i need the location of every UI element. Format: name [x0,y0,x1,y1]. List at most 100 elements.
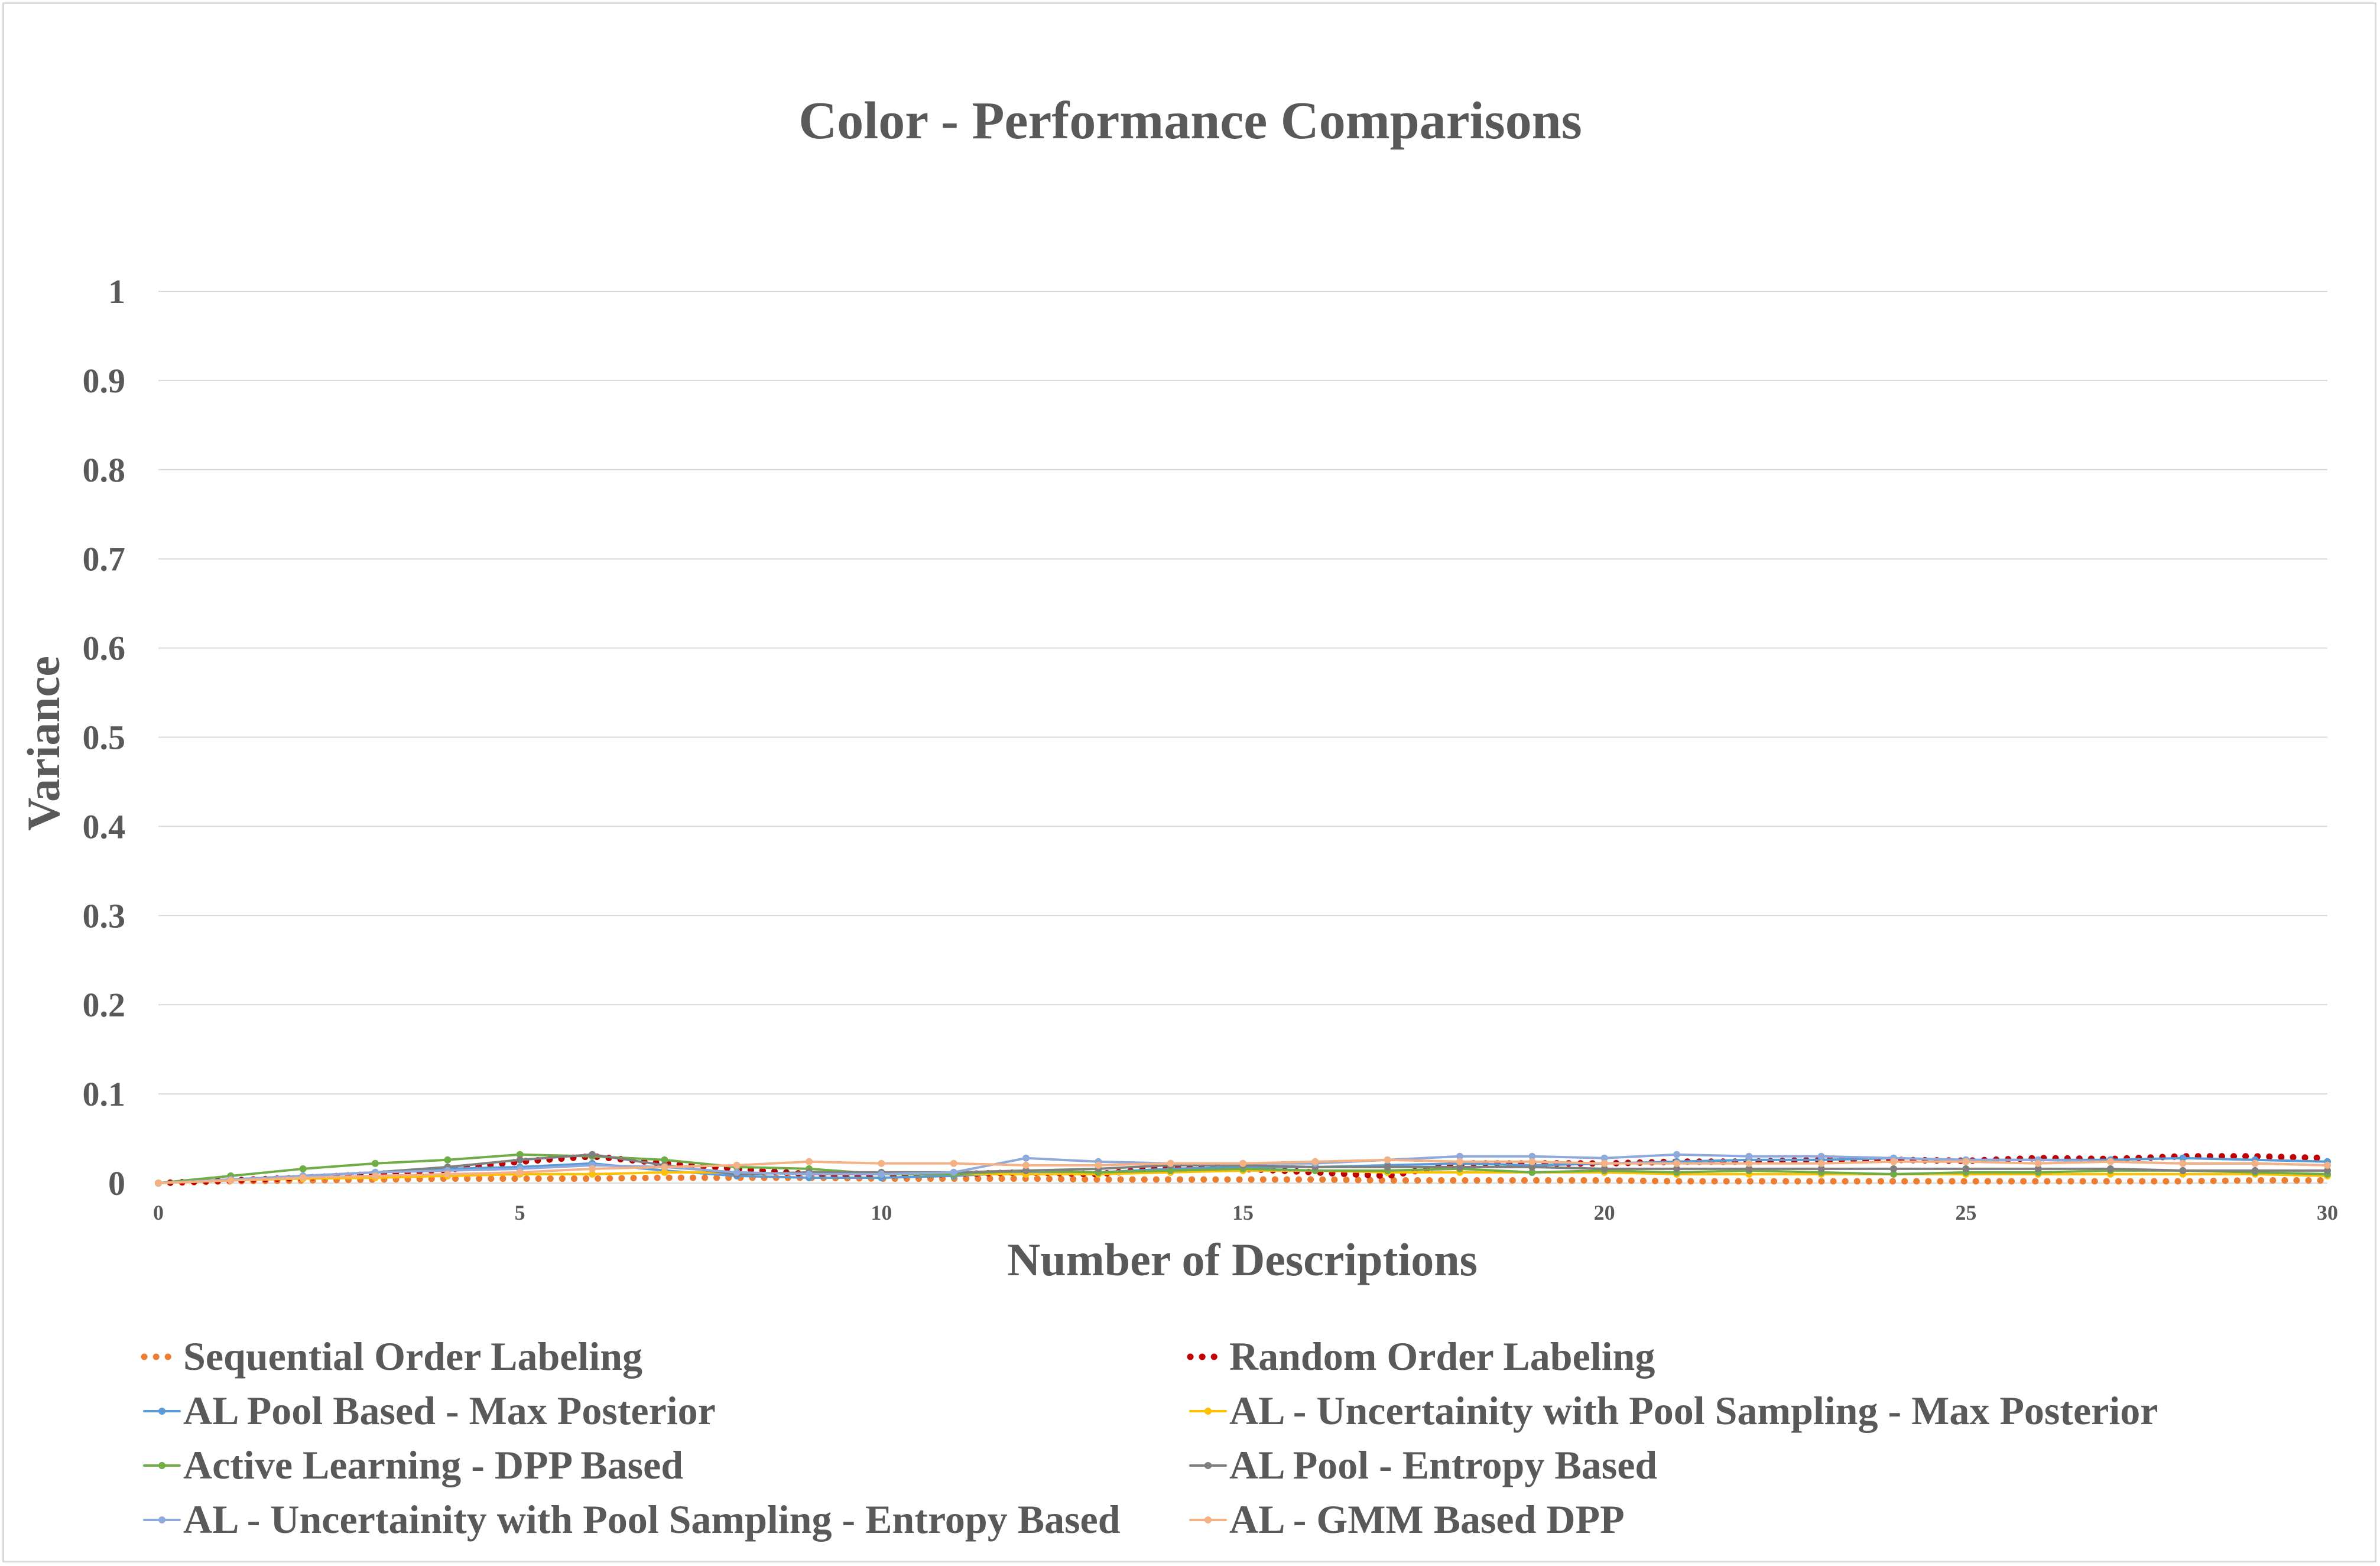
data-point [1167,1167,1174,1174]
y-tick-label: 0.2 [83,986,126,1024]
y-tick-label: 0 [108,1164,125,1203]
data-point [806,1158,813,1165]
legend-label: AL - Uncertainity with Pool Sampling - E… [183,1497,1121,1542]
series-line [155,1156,2331,1187]
legend-label: AL Pool - Entropy Based [1229,1442,1657,1487]
legend-marker [1204,1462,1212,1469]
y-axis-title: Variance [18,656,69,831]
legend-marker [158,1516,165,1523]
data-point [1239,1159,1246,1167]
data-point [1384,1163,1391,1171]
legend-marker [1204,1516,1212,1523]
legend: Sequential Order Labeling Random Order La… [141,1334,2158,1542]
data-point [299,1174,307,1181]
x-tick-label: 30 [2317,1201,2338,1224]
data-point [1890,1165,1897,1172]
data-point [2107,1158,2114,1165]
y-tick-label: 0.8 [83,451,126,489]
data-point [1673,1159,1680,1167]
x-tick-label: 25 [1955,1201,1976,1224]
x-tick-label: 15 [1232,1201,1254,1224]
data-point [1745,1165,1753,1172]
data-point [1528,1152,1536,1160]
data-point [1962,1165,1970,1172]
legend-label: AL Pool Based - Max Posterior [183,1388,716,1433]
data-point [1673,1165,1680,1172]
data-point [1311,1158,1319,1165]
y-axis-ticks: 0 0.1 0.2 0.3 0.4 0.5 0.6 0.7 0.8 0.9 1 [83,272,126,1203]
data-point [155,1180,162,1187]
chart-title: Color - Performance Comparisons [798,92,1582,150]
data-point [1817,1165,1825,1172]
data-point [1528,1168,1536,1176]
data-point [878,1170,885,1178]
gridlines [158,291,2327,1184]
data-point [1167,1159,1174,1167]
y-tick-label: 0.4 [83,807,126,846]
data-point [1095,1161,1102,1169]
data-point [1600,1159,1608,1167]
data-point [950,1168,957,1176]
legend-item: Sequential Order Labeling [141,1334,642,1379]
data-point [444,1156,452,1164]
x-axis-ticks: 0 5 10 15 20 25 30 [153,1201,2338,1224]
data-point [1528,1158,1536,1165]
data-point [1673,1151,1680,1158]
legend-marker [158,1408,165,1415]
series-path [155,1174,2331,1187]
data-point [661,1163,668,1171]
data-point [661,1156,668,1164]
data-point [1456,1163,1463,1171]
data-point [1600,1154,1608,1162]
data-point [950,1159,957,1167]
data-point [878,1159,885,1167]
x-tick-label: 10 [871,1201,892,1224]
legend-item: AL - Uncertainity with Pool Sampling - E… [143,1497,1121,1542]
y-tick-label: 0.3 [83,896,126,935]
x-tick-label: 5 [515,1201,525,1224]
data-point [2179,1154,2187,1162]
data-point [2324,1167,2331,1174]
data-point [227,1177,235,1184]
legend-label: AL - GMM Based DPP [1229,1497,1625,1542]
data-point [2251,1159,2259,1167]
data-point [1962,1158,1970,1165]
legend-item: AL Pool - Entropy Based [1189,1442,1657,1487]
data-point [2179,1167,2187,1174]
data-point [1817,1152,1825,1160]
legend-label: Random Order Labeling [1229,1334,1655,1379]
data-point [444,1170,452,1178]
data-point [1745,1159,1753,1167]
data-point [372,1159,379,1167]
legend-item: AL - Uncertainity with Pool Sampling - M… [1189,1388,2158,1433]
data-point [1528,1163,1536,1171]
data-point [2107,1165,2114,1172]
legend-item: Active Learning - DPP Based [143,1442,683,1487]
data-point [1890,1158,1897,1165]
y-tick-label: 0.6 [83,629,126,668]
data-point [733,1168,741,1176]
data-point [2324,1161,2331,1169]
x-tick-label: 0 [153,1201,164,1224]
data-point [806,1170,813,1178]
series-line [155,1174,2331,1187]
data-point [589,1170,596,1178]
data-point [516,1168,524,1176]
legend-marker [1204,1408,1212,1415]
data-point [661,1168,668,1176]
legend-label: Active Learning - DPP Based [183,1442,683,1487]
data-point [1745,1152,1753,1160]
y-tick-label: 0.1 [83,1075,126,1113]
data-point [589,1151,596,1158]
data-point [1022,1161,1030,1169]
y-tick-label: 0.7 [83,540,126,579]
data-point [2034,1165,2042,1172]
data-point [1384,1156,1391,1164]
x-axis-title: Number of Descriptions [1007,1234,1478,1285]
y-tick-label: 1 [108,272,125,311]
data-point [372,1172,379,1180]
data-point [2034,1159,2042,1167]
data-point [2179,1159,2187,1167]
